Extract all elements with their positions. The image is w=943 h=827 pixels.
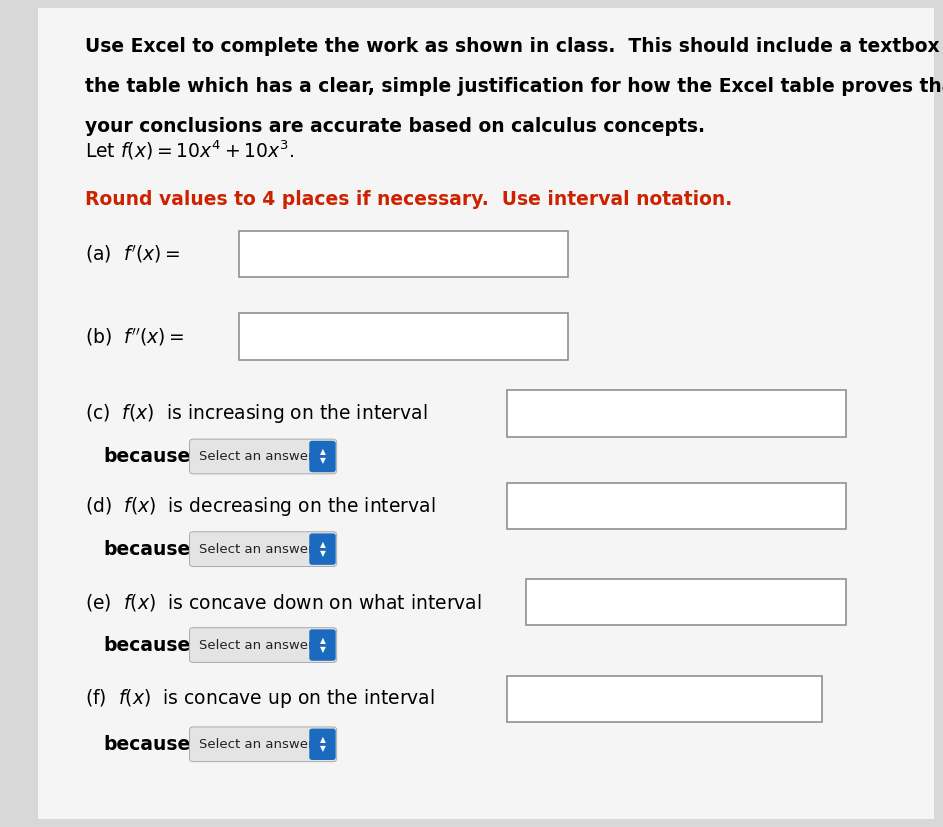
FancyBboxPatch shape bbox=[526, 579, 846, 625]
Text: (f)  $f(x)$  is concave up on the interval: (f) $f(x)$ is concave up on the interval bbox=[85, 687, 435, 710]
FancyBboxPatch shape bbox=[239, 231, 568, 277]
FancyBboxPatch shape bbox=[38, 8, 934, 819]
Text: Select an answer: Select an answer bbox=[199, 738, 313, 751]
FancyBboxPatch shape bbox=[190, 532, 337, 566]
Text: (b)  $f''(x) =$: (b) $f''(x) =$ bbox=[85, 326, 184, 347]
Text: because: because bbox=[104, 540, 191, 558]
Text: your conclusions are accurate based on calculus concepts.: your conclusions are accurate based on c… bbox=[85, 117, 704, 136]
Text: (c)  $f(x)$  is increasing on the interval: (c) $f(x)$ is increasing on the interval bbox=[85, 402, 427, 425]
FancyBboxPatch shape bbox=[309, 441, 336, 472]
Text: (d)  $f(x)$  is decreasing on the interval: (d) $f(x)$ is decreasing on the interval bbox=[85, 495, 436, 518]
Text: Let $f(x) = 10x^4 + 10x^3$.: Let $f(x) = 10x^4 + 10x^3$. bbox=[85, 139, 294, 162]
Text: Select an answer: Select an answer bbox=[199, 543, 313, 556]
Text: Round values to 4 places if necessary.  Use interval notation.: Round values to 4 places if necessary. U… bbox=[85, 190, 732, 209]
Text: Select an answer: Select an answer bbox=[199, 450, 313, 463]
Text: (e)  $f(x)$  is concave down on what interval: (e) $f(x)$ is concave down on what inter… bbox=[85, 591, 482, 613]
FancyBboxPatch shape bbox=[239, 313, 568, 360]
Text: Use Excel to complete the work as shown in class.  This should include a textbox: Use Excel to complete the work as shown … bbox=[85, 37, 943, 56]
Text: Select an answer: Select an answer bbox=[199, 638, 313, 652]
FancyBboxPatch shape bbox=[309, 533, 336, 565]
Text: ▲
▼: ▲ ▼ bbox=[320, 447, 325, 466]
FancyBboxPatch shape bbox=[190, 628, 337, 662]
Text: ▲
▼: ▲ ▼ bbox=[320, 540, 325, 558]
Text: ▲
▼: ▲ ▼ bbox=[320, 735, 325, 753]
Text: because: because bbox=[104, 447, 191, 466]
FancyBboxPatch shape bbox=[507, 676, 822, 722]
Text: ▲
▼: ▲ ▼ bbox=[320, 636, 325, 654]
Text: the table which has a clear, simple justification for how the Excel table proves: the table which has a clear, simple just… bbox=[85, 77, 943, 96]
Text: because: because bbox=[104, 735, 191, 753]
FancyBboxPatch shape bbox=[190, 727, 337, 762]
FancyBboxPatch shape bbox=[190, 439, 337, 474]
FancyBboxPatch shape bbox=[507, 483, 846, 529]
FancyBboxPatch shape bbox=[309, 629, 336, 661]
Text: because: because bbox=[104, 636, 191, 654]
FancyBboxPatch shape bbox=[507, 390, 846, 437]
FancyBboxPatch shape bbox=[309, 729, 336, 760]
Text: (a)  $f'(x) =$: (a) $f'(x) =$ bbox=[85, 243, 180, 265]
